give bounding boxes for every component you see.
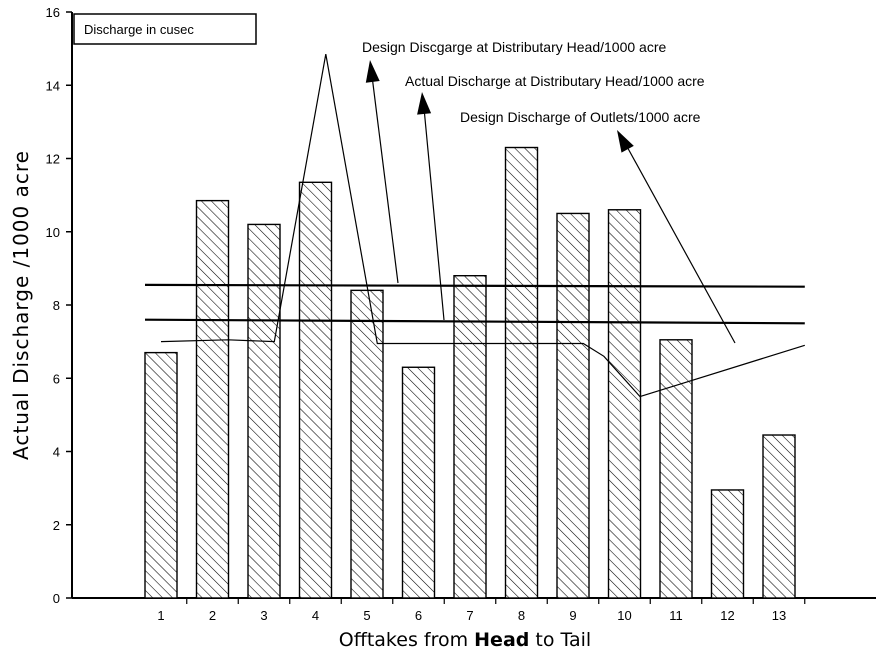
bar bbox=[298, 181, 333, 599]
bar bbox=[350, 289, 384, 599]
annotation-pointer bbox=[423, 107, 445, 321]
x-tick-label: 4 bbox=[312, 608, 319, 623]
bar bbox=[762, 434, 796, 599]
series-line bbox=[144, 318, 805, 325]
bar bbox=[556, 212, 590, 599]
annotation-pointer bbox=[624, 142, 736, 344]
x-tick-label: 8 bbox=[518, 608, 525, 623]
y-tick-label: 0 bbox=[53, 591, 60, 606]
x-tick-label: 6 bbox=[415, 608, 422, 623]
y-axis-title: Actual Discharge /1000 acre bbox=[9, 150, 33, 460]
x-tick-label: 13 bbox=[772, 608, 786, 623]
series-annotation: Design Discgarge at Distributary Head/10… bbox=[362, 39, 666, 55]
bar bbox=[144, 351, 178, 599]
x-tick-label: 2 bbox=[209, 608, 216, 623]
y-tick-label: 10 bbox=[46, 225, 60, 240]
bar bbox=[453, 275, 487, 599]
bar bbox=[504, 146, 539, 599]
y-tick-label: 6 bbox=[53, 371, 60, 386]
x-axis-title-bold: Head bbox=[474, 629, 529, 651]
x-tick-label: 3 bbox=[260, 608, 267, 623]
y-tick-label: 12 bbox=[46, 152, 60, 167]
series-line bbox=[144, 283, 805, 288]
x-tick-label: 11 bbox=[669, 608, 683, 623]
annotation-pointer bbox=[371, 75, 399, 284]
y-tick-label: 14 bbox=[46, 78, 60, 93]
y-tick-label: 16 bbox=[46, 5, 60, 20]
bar bbox=[659, 339, 693, 599]
arrowhead-icon bbox=[617, 130, 634, 153]
x-tick-label: 10 bbox=[617, 608, 631, 623]
series-annotation: Design Discharge of Outlets/1000 acre bbox=[460, 109, 701, 125]
bar bbox=[401, 366, 436, 599]
bar bbox=[195, 199, 230, 599]
x-axis-title: Offtakes from Head to Tail bbox=[339, 629, 591, 651]
x-tick-label: 7 bbox=[466, 608, 473, 623]
unit-box-label: Discharge in cusec bbox=[84, 22, 194, 37]
arrowhead-icon bbox=[365, 60, 380, 83]
y-tick-label: 4 bbox=[53, 445, 60, 460]
y-tick-label: 2 bbox=[53, 518, 60, 533]
bar bbox=[607, 209, 642, 599]
x-tick-label: 12 bbox=[720, 608, 734, 623]
x-tick-label: 1 bbox=[157, 608, 164, 623]
series-line bbox=[160, 53, 805, 398]
arrowhead-icon bbox=[417, 92, 432, 115]
x-tick-label: 9 bbox=[569, 608, 576, 623]
x-tick-label: 5 bbox=[363, 608, 370, 623]
unit-box bbox=[73, 13, 257, 45]
x-axis-title-part1: Offtakes from bbox=[339, 629, 474, 651]
bar bbox=[710, 489, 745, 599]
y-tick-label: 8 bbox=[53, 298, 60, 313]
bar bbox=[247, 223, 281, 599]
x-axis-title-part3: to Tail bbox=[529, 629, 591, 651]
series-annotation: Actual Discharge at Distributary Head/10… bbox=[405, 73, 705, 89]
